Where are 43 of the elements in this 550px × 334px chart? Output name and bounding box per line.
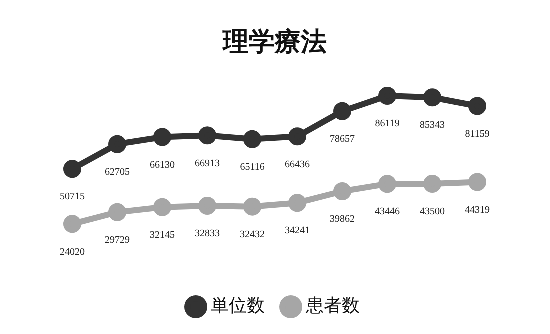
point	[378, 87, 396, 106]
data-label: 65116	[240, 162, 265, 173]
point	[64, 215, 82, 234]
point	[198, 196, 216, 215]
point	[378, 175, 396, 194]
data-label: 29729	[105, 235, 130, 246]
point	[424, 88, 442, 107]
point	[108, 203, 126, 222]
data-label: 24020	[60, 246, 85, 258]
point	[334, 182, 352, 200]
data-label: 34241	[285, 226, 310, 237]
data-label: 86119	[375, 118, 400, 130]
point	[424, 174, 442, 193]
data-label: 32145	[150, 230, 175, 242]
point	[288, 128, 306, 146]
point	[468, 97, 486, 116]
data-label: 78657	[330, 134, 355, 146]
point	[154, 128, 172, 146]
point	[198, 126, 216, 145]
data-label: 66130	[150, 160, 175, 171]
data-label: 44319	[465, 204, 490, 216]
data-label: 32432	[240, 229, 265, 240]
point	[468, 173, 486, 192]
legend-label: 単位数	[211, 296, 265, 316]
point	[288, 194, 306, 212]
point	[244, 130, 262, 148]
data-label: 32833	[195, 228, 220, 240]
point	[334, 102, 352, 120]
point	[154, 198, 172, 216]
data-label: 66913	[195, 158, 220, 170]
data-label: 39862	[330, 214, 355, 226]
data-label: 85343	[420, 120, 445, 132]
legend-label: 患者数	[305, 296, 360, 316]
point	[244, 198, 262, 216]
point	[108, 135, 126, 154]
data-label: 62705	[105, 166, 130, 178]
data-label: 43446	[375, 206, 400, 218]
chart-title: 理学療法	[222, 27, 327, 56]
data-label: 43500	[420, 206, 445, 218]
data-label: 66436	[285, 159, 310, 170]
point	[64, 160, 82, 178]
data-label: 50715	[60, 192, 85, 203]
data-label: 81159	[465, 128, 490, 140]
